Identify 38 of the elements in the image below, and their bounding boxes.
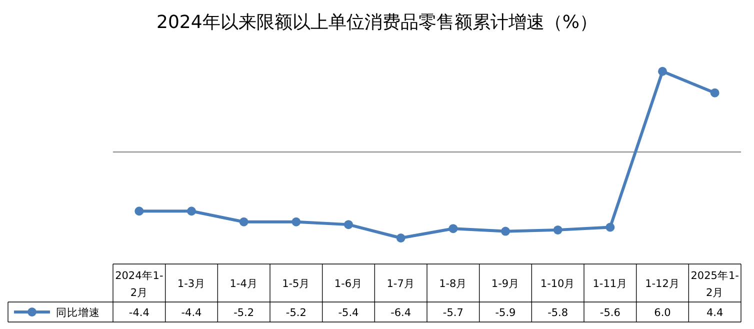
point bbox=[606, 222, 615, 232]
x-tick-label: 1-6月 bbox=[334, 278, 363, 290]
point bbox=[292, 217, 301, 226]
data-label: 4.4 bbox=[706, 307, 724, 319]
x-tick-label: 1-12月 bbox=[645, 278, 680, 290]
x-tick-label: 1-5月 bbox=[282, 278, 310, 290]
x-tick-label: 1-4月 bbox=[230, 278, 258, 290]
data-label: -5.9 bbox=[495, 307, 516, 319]
x-tick-label: 1-8月 bbox=[439, 278, 468, 290]
point bbox=[344, 220, 353, 230]
data-label: -5.8 bbox=[548, 307, 568, 319]
data-label: -4.4 bbox=[128, 307, 150, 319]
data-label: -5.2 bbox=[286, 307, 306, 319]
point bbox=[239, 217, 248, 226]
data-label: -4.4 bbox=[181, 307, 202, 319]
data-label: -6.4 bbox=[390, 307, 412, 319]
x-tick-label: 2024年1-2月 bbox=[115, 270, 164, 299]
point bbox=[448, 224, 458, 234]
x-tick-label: 1-9月 bbox=[491, 278, 520, 290]
point bbox=[710, 88, 720, 98]
x-tick-label: 1-3月 bbox=[177, 278, 206, 290]
data-label: -5.4 bbox=[338, 307, 360, 319]
x-tick-label: 1-10月 bbox=[540, 278, 576, 290]
data-label: -5.7 bbox=[442, 307, 464, 319]
data-label: -5.2 bbox=[234, 307, 254, 319]
chart-title: 2024年以来限额以上单位消费品零售额累计增速（%） bbox=[156, 12, 598, 33]
data-label: 6.0 bbox=[654, 307, 671, 319]
point bbox=[396, 234, 406, 242]
point bbox=[187, 206, 196, 216]
point bbox=[501, 226, 510, 236]
point bbox=[134, 206, 144, 216]
point bbox=[658, 66, 667, 76]
x-tick-label: 2025年1-2月 bbox=[690, 270, 740, 299]
point bbox=[553, 225, 562, 234]
legend-label: 同比增速 bbox=[56, 306, 100, 319]
x-tick-label: 1-11月 bbox=[592, 278, 628, 290]
data-label: -5.6 bbox=[600, 307, 621, 319]
x-tick-label: 1-7月 bbox=[386, 278, 415, 290]
